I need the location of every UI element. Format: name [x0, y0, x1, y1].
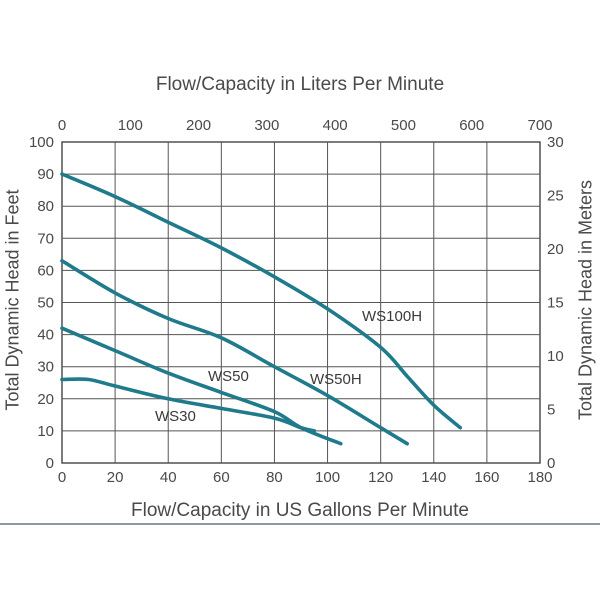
series-label-ws30: WS30 [155, 408, 196, 425]
x-tick-label: 140 [421, 469, 446, 486]
y2-tick-label: 30 [547, 134, 564, 151]
x-tick-label: 100 [315, 469, 340, 486]
series-lines [60, 172, 463, 446]
y-tick-label: 90 [37, 166, 54, 183]
y-tick-label: 60 [37, 262, 54, 279]
y-tick-label: 100 [29, 134, 54, 151]
x-tick-label: 20 [107, 469, 124, 486]
x2-tick-label: 200 [186, 117, 211, 134]
x-tick-label: 60 [213, 469, 230, 486]
series-line-ws50h [60, 259, 409, 446]
x2-tick-label: 100 [118, 117, 143, 134]
x2-tick-label: 400 [323, 117, 348, 134]
y2-tick-label: 20 [547, 241, 564, 258]
x2-tick-label: 300 [254, 117, 279, 134]
y2-tick-label: 10 [547, 348, 564, 365]
y-tick-label: 30 [37, 359, 54, 376]
series-labels: WS100H WS50H WS50 WS30 [155, 308, 422, 425]
y-tick-label: 40 [37, 327, 54, 344]
y-tick-label: 20 [37, 391, 54, 408]
y2-tick-label: 5 [547, 402, 555, 419]
right-axis-title: Total Dynamic Head in Meters [575, 179, 596, 421]
x2-tick-label: 700 [527, 117, 552, 134]
grid [61, 141, 541, 464]
y2-tick-label: 15 [547, 295, 564, 312]
left-axis-title: Total Dynamic Head in Feet [2, 189, 23, 411]
series-line-ws30 [60, 377, 317, 433]
x2-tick-label: 600 [459, 117, 484, 134]
bottom-axis-title: Flow/Capacity in US Gallons Per Minute [131, 500, 469, 521]
series-label-ws100h: WS100H [362, 308, 422, 325]
x-tick-label: 40 [160, 469, 177, 486]
top-axis-title: Flow/Capacity in Liters Per Minute [155, 74, 445, 95]
y2-tick-label: 25 [547, 188, 564, 205]
y-tick-label: 0 [46, 455, 54, 472]
y-tick-label: 80 [37, 198, 54, 215]
x-tick-label: 120 [368, 469, 393, 486]
series-label-ws50: WS50 [208, 368, 249, 385]
series-line-ws100h [60, 172, 463, 430]
x-tick-label: 80 [266, 469, 283, 486]
x2-tick-label: 0 [58, 117, 66, 134]
y2-tick-label: 0 [547, 455, 555, 472]
y-tick-label: 70 [37, 230, 54, 247]
series-label-ws50h: WS50H [310, 371, 362, 388]
x-tick-label: 160 [474, 469, 499, 486]
y-tick-label: 50 [37, 295, 54, 312]
x2-tick-label: 500 [391, 117, 416, 134]
x-tick-label: 180 [527, 469, 552, 486]
y-tick-label: 10 [37, 423, 54, 440]
x-tick-label: 0 [58, 469, 66, 486]
divider-line [0, 523, 600, 525]
